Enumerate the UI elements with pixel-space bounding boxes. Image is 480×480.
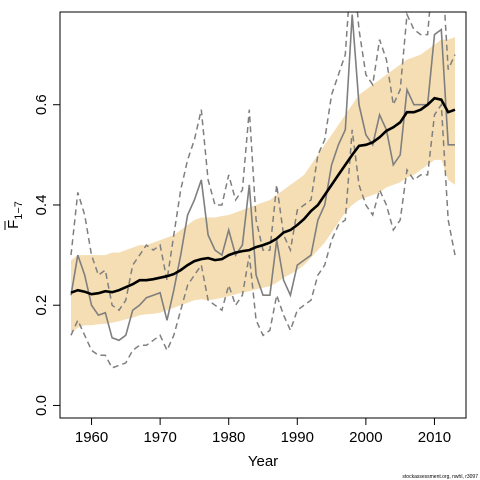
y-tick-label: 0.6 bbox=[33, 94, 50, 115]
plot-frame bbox=[59, 11, 467, 419]
x-tick-label: 1990 bbox=[281, 429, 314, 446]
median-line bbox=[70, 96, 456, 296]
y-tick-label: 0.0 bbox=[33, 395, 50, 416]
x-tick-label: 2010 bbox=[418, 429, 451, 446]
y-axis-title-main: F bbox=[5, 220, 22, 229]
estimate-line bbox=[70, 14, 455, 342]
y-axis-title: F1−7 bbox=[4, 201, 25, 230]
x-tick-label: 1980 bbox=[212, 429, 245, 446]
x-tick-label: 1960 bbox=[75, 429, 108, 446]
y-axis-title-sub: 1−7 bbox=[13, 201, 25, 220]
svg-text:F1−7: F1−7 bbox=[5, 201, 25, 229]
y-tick-label: 0.4 bbox=[33, 195, 50, 216]
plot-layer bbox=[70, 12, 456, 369]
x-tick-label: 2000 bbox=[349, 429, 382, 446]
y-axis: 0.0 0.2 0.4 0.6 bbox=[33, 94, 60, 416]
estimate-lower-dashed-line bbox=[70, 102, 456, 369]
confidence-band bbox=[71, 37, 455, 333]
estimate-upper-dashed-line bbox=[70, 12, 456, 312]
footnote: stockassessment.org, nwhl, r3097 bbox=[402, 474, 478, 480]
y-tick-label: 0.2 bbox=[33, 295, 50, 316]
x-axis-title: Year bbox=[248, 453, 278, 470]
x-tick-label: 1970 bbox=[143, 429, 176, 446]
x-axis: 1960 1970 1980 1990 2000 2010 bbox=[75, 418, 451, 446]
